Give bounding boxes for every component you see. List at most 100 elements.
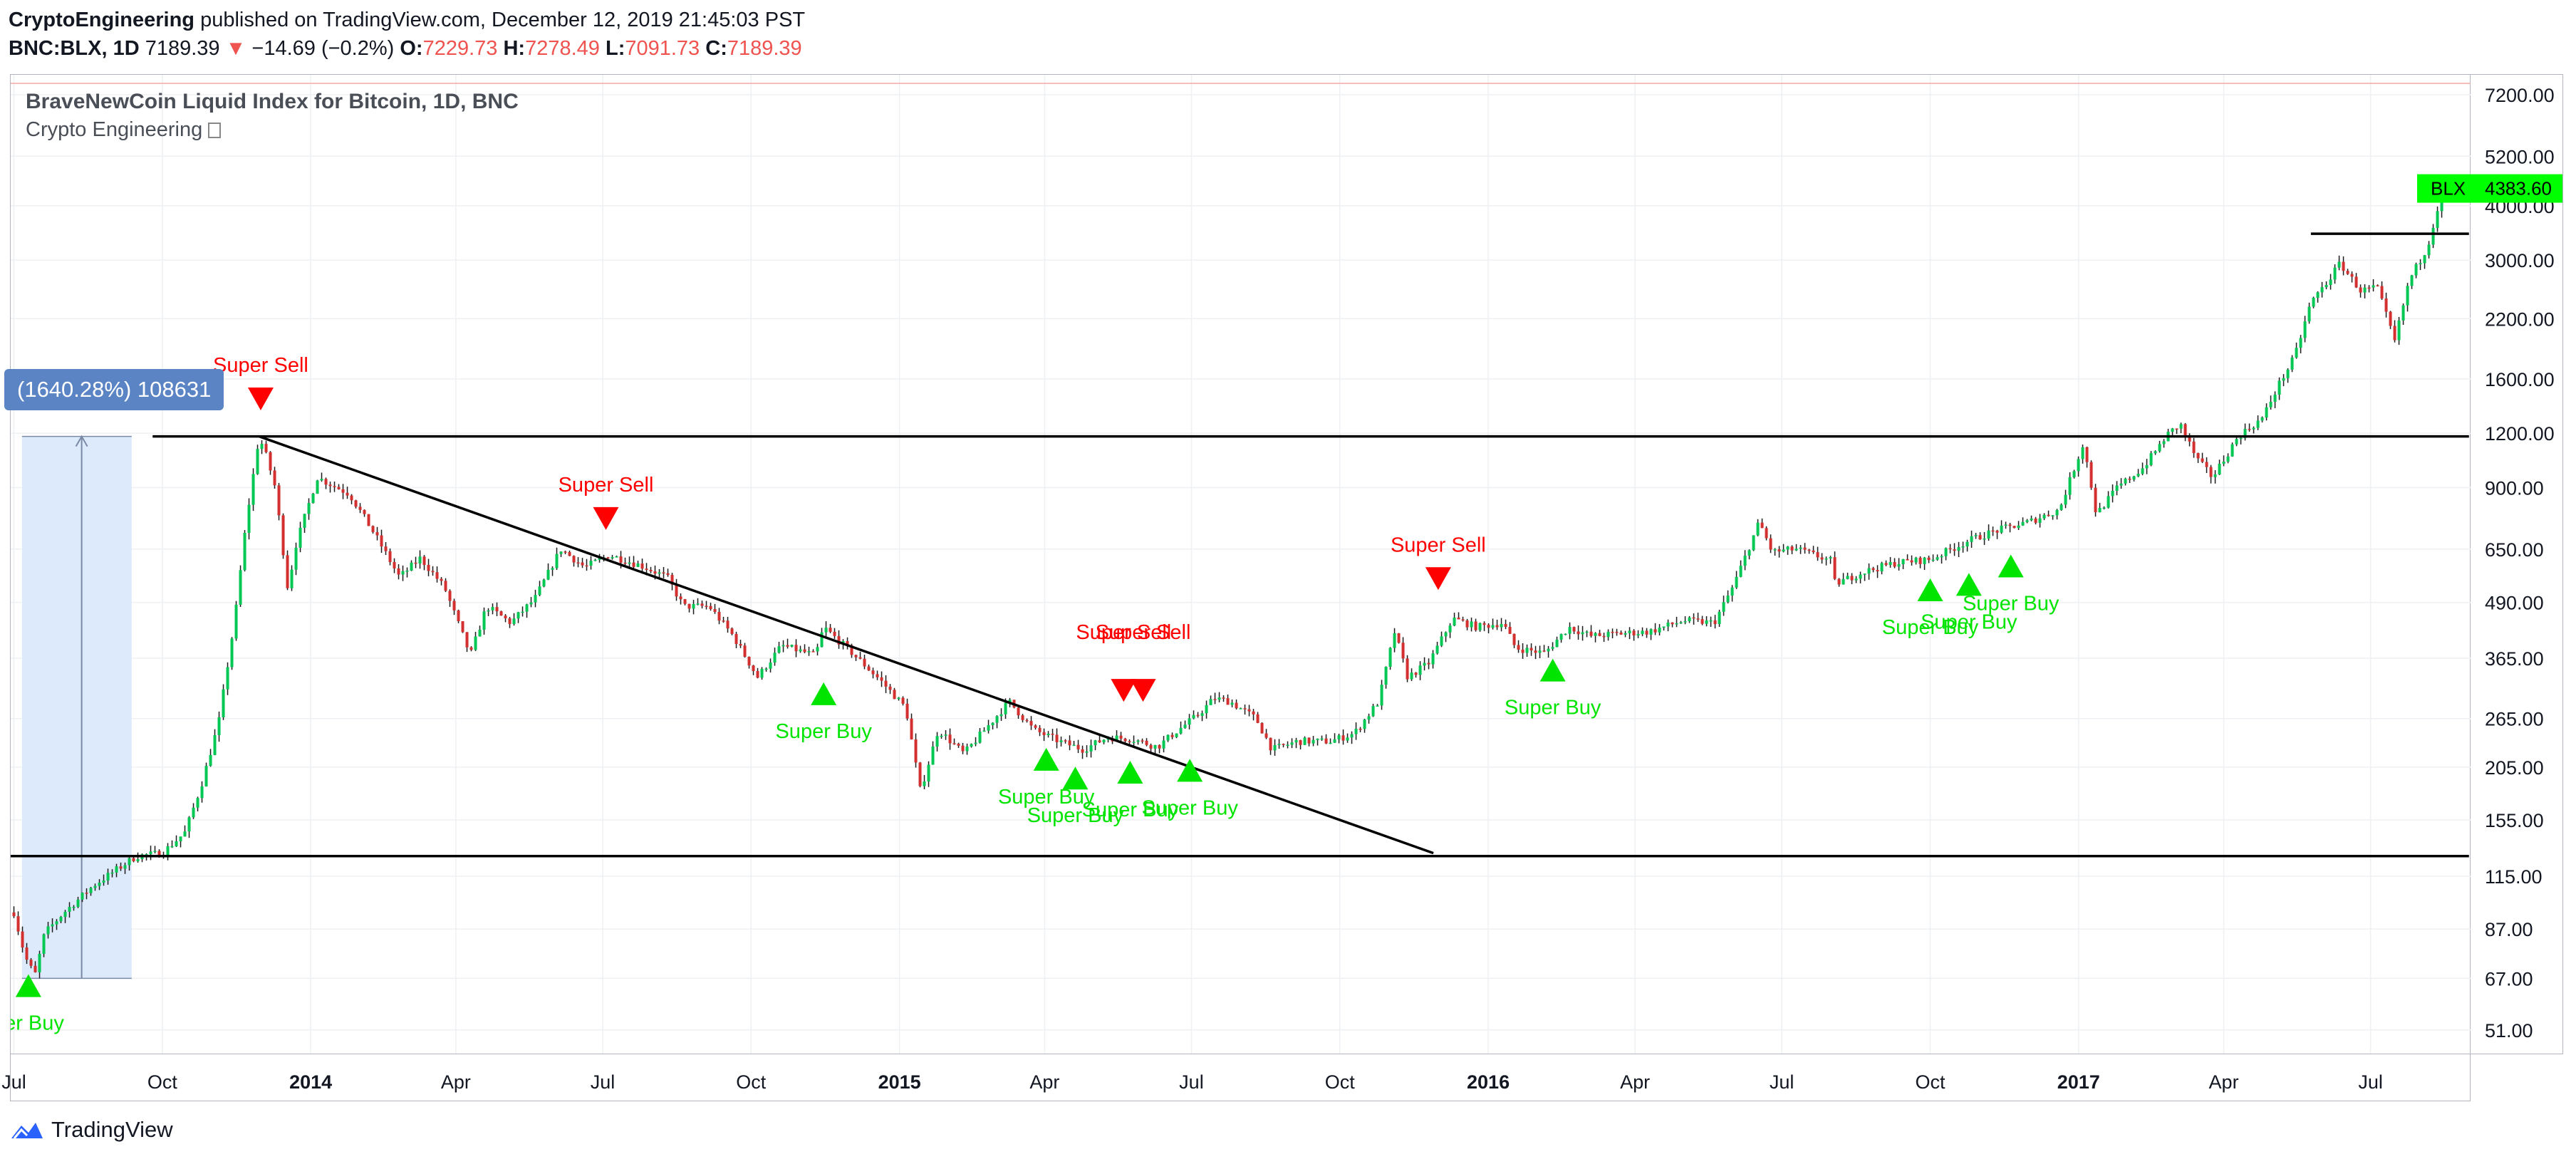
candle-down (1833, 557, 1837, 579)
candle-up (999, 714, 1003, 717)
candle-up (1453, 617, 1456, 626)
candle-down (1995, 530, 1999, 533)
candle-down (884, 680, 888, 687)
candle-down (811, 651, 815, 653)
candle-up (204, 766, 208, 786)
candle-up (51, 924, 54, 927)
candle-up (260, 444, 264, 450)
candle-down (679, 596, 682, 600)
candle-down (1029, 721, 1033, 726)
time-axis[interactable] (10, 1054, 2471, 1101)
candle-up (149, 851, 152, 855)
time-tick-label: Apr (441, 1071, 471, 1093)
candle-up (2068, 477, 2072, 495)
candle-down (743, 645, 747, 657)
candle-down (85, 893, 88, 894)
candle-down (1611, 631, 1614, 633)
candle-up (2064, 494, 2067, 505)
indicator-legend[interactable]: Crypto Engineering (26, 118, 222, 142)
sell-signal-icon (1111, 679, 1137, 702)
candle-up (1863, 573, 1866, 575)
candle-down (1397, 633, 1401, 643)
candle-up (1649, 629, 1653, 635)
indicator-settings-icon[interactable] (208, 123, 222, 139)
measure-tool-label[interactable]: (1640.28%) 108631 (4, 369, 224, 410)
author-name[interactable]: CryptoEngineering (9, 9, 195, 31)
candle-up (1277, 744, 1281, 745)
candle-up (1440, 636, 1443, 646)
candle-up (2218, 464, 2221, 475)
candle-down (687, 603, 691, 609)
candle-up (1675, 623, 1678, 625)
candle-down (328, 484, 332, 487)
candle-down (2201, 458, 2204, 462)
buy-signal-icon (1956, 573, 1982, 596)
candle-down (1619, 632, 1623, 635)
candle-down (1149, 744, 1153, 749)
candle-down (1700, 619, 1704, 624)
candle-up (316, 480, 319, 494)
candle-down (363, 509, 366, 514)
candle-down (957, 744, 960, 746)
candle-down (2359, 287, 2362, 293)
candle-down (1517, 645, 1520, 650)
candle-down (1235, 702, 1238, 709)
candle-down (1871, 568, 1875, 571)
candle-up (1384, 667, 1388, 685)
candle-down (2209, 467, 2213, 477)
candle-down (16, 916, 20, 932)
candle-up (1410, 672, 1413, 680)
candle-down (1948, 548, 1952, 550)
candle-down (333, 486, 336, 487)
candle-down (1324, 738, 1328, 744)
candle-down (726, 620, 729, 629)
candle-down (1530, 648, 1533, 651)
candle-down (2350, 274, 2354, 277)
open-label: O: (400, 37, 423, 60)
candle-down (722, 620, 725, 622)
price-tick-label: 650.00 (2485, 539, 2544, 561)
candle-up (1316, 738, 1319, 740)
buy-signal-label: Super Buy (1027, 804, 1124, 827)
time-tick-label: Jul (591, 1071, 616, 1093)
candle-down (1504, 623, 1507, 628)
candle-down (1692, 617, 1695, 619)
candle-down (888, 686, 892, 690)
candle-down (1128, 741, 1131, 743)
candle-down (1068, 740, 1071, 746)
down-arrow-icon: ▼ (225, 37, 246, 60)
candle-down (854, 655, 858, 658)
candle-up (1974, 535, 1978, 536)
candle-up (222, 689, 225, 717)
candle-down (2196, 453, 2200, 459)
candle-up (2423, 255, 2426, 264)
chart-pane[interactable] (10, 74, 2471, 1054)
candle-down (952, 743, 956, 744)
candle-up (256, 449, 259, 474)
candle-up (1957, 547, 1960, 551)
candle-up (2363, 287, 2367, 293)
candle-up (1581, 632, 1584, 635)
candle-up (2303, 321, 2307, 338)
candle-down (576, 562, 580, 564)
candle-down (747, 656, 751, 666)
time-tick-label: Jul (1179, 1071, 1204, 1093)
candle-up (1683, 621, 1687, 623)
candle-up (1961, 546, 1965, 548)
candle-down (427, 565, 430, 571)
candle-up (1624, 633, 1627, 635)
candle-up (2286, 369, 2290, 378)
candle-up (1350, 734, 1354, 738)
price-tick-label: 115.00 (2485, 866, 2543, 888)
candle-down (1602, 635, 1606, 638)
candle-up (482, 611, 486, 630)
candle-up (106, 873, 110, 881)
candle-up (1743, 556, 1747, 566)
candle-up (1102, 739, 1106, 743)
price-axis[interactable] (2471, 74, 2563, 1054)
buy-signal-label: Super Buy (1082, 799, 1179, 821)
candle-up (820, 632, 824, 648)
candle-up (1594, 633, 1597, 636)
